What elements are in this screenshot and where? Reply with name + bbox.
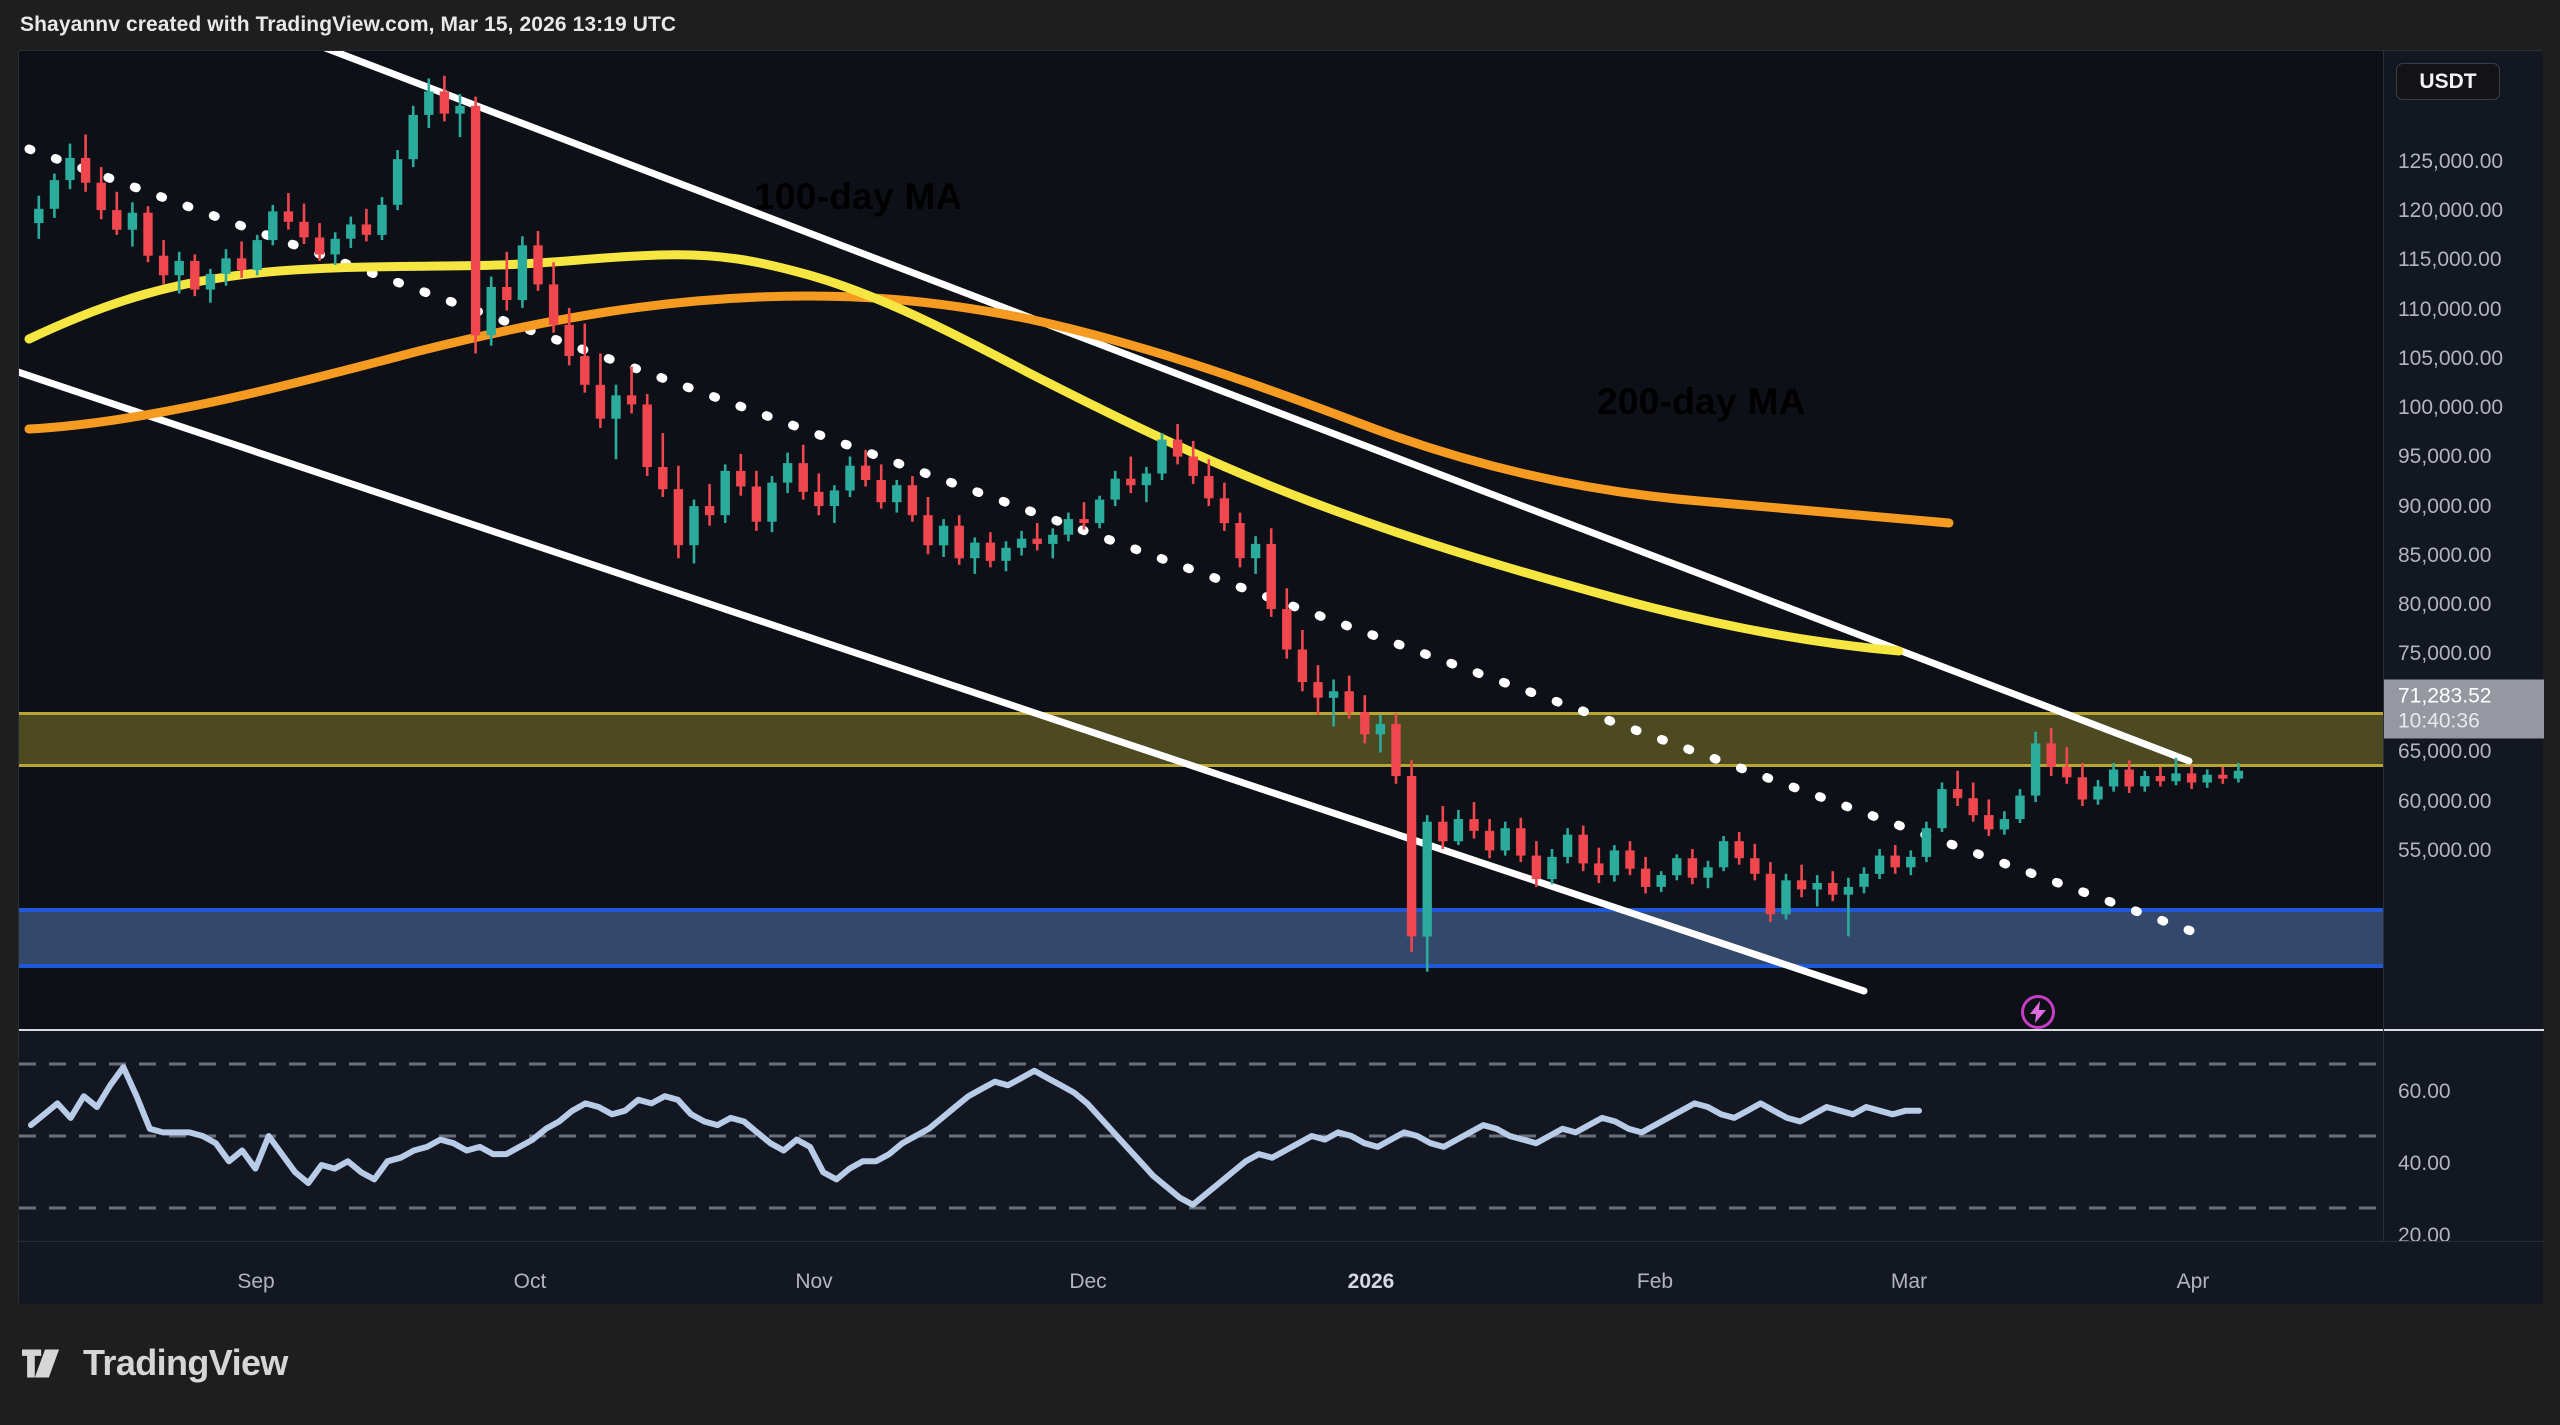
- price-tick: 95,000.00: [2398, 445, 2492, 468]
- time-axis-separator: [19, 1241, 2543, 1242]
- rsi-tick: 20.00: [2398, 1224, 2451, 1247]
- chart-frame: 100-day MA 200-day MA: [18, 50, 2544, 1304]
- price-tick: 125,000.00: [2398, 150, 2504, 173]
- tradingview-logo-text: TradingView: [83, 1342, 288, 1383]
- trend-channel-lines: [19, 51, 2193, 995]
- time-label-apr: Apr: [2176, 1270, 2210, 1293]
- price-tick: 105,000.00: [2398, 347, 2504, 370]
- dotted-trendline: [24, 144, 2196, 936]
- price-tick: 75,000.00: [2398, 642, 2492, 665]
- time-label-dec: Dec: [1069, 1270, 1107, 1293]
- price-pane[interactable]: 100-day MA 200-day MA: [19, 51, 2383, 1029]
- time-label-sep: Sep: [237, 1270, 275, 1293]
- time-axis[interactable]: Sep Oct Nov Dec 2026 Feb Mar Apr: [19, 1242, 2543, 1304]
- price-chart-svg: [19, 51, 2383, 995]
- resistance-zone: [19, 712, 2383, 767]
- chart-credit-text: Shayannv created with TradingView.com, M…: [20, 13, 677, 36]
- annotation-ma200: 200-day MA: [1597, 381, 1806, 422]
- current-price-tag[interactable]: 71,283.52 10:40:36: [2384, 679, 2544, 739]
- price-tick: 85,000.00: [2398, 544, 2492, 567]
- ma200-line: [24, 291, 1954, 528]
- rsi-guide-lines: [19, 1062, 2383, 1210]
- bar-countdown: 10:40:36: [2398, 709, 2480, 733]
- price-tick: 90,000.00: [2398, 495, 2492, 518]
- support-zone: [19, 908, 2383, 968]
- time-label-mar: Mar: [1890, 1270, 1928, 1293]
- rsi-tick: 60.00: [2398, 1080, 2451, 1103]
- price-tick: 80,000.00: [2398, 593, 2492, 616]
- price-tick: 60,000.00: [2398, 790, 2492, 813]
- current-price-value: 71,283.52: [2398, 684, 2492, 708]
- ma100-line: [24, 250, 1904, 656]
- axis-pane-separator: [2384, 1029, 2544, 1031]
- price-tick: 120,000.00: [2398, 199, 2504, 222]
- time-label-nov: Nov: [795, 1270, 833, 1293]
- price-tick: 115,000.00: [2398, 248, 2502, 271]
- rsi-line: [28, 1064, 1922, 1208]
- lightning-bolt-icon[interactable]: [2021, 995, 2055, 1029]
- price-axis[interactable]: USDT 125,000.00 120,000.00 115,000.00 11…: [2383, 51, 2544, 1247]
- rsi-pane[interactable]: [19, 1031, 2383, 1241]
- time-label-feb: Feb: [1636, 1270, 1674, 1293]
- tradingview-logo: TradingView: [22, 1342, 288, 1384]
- price-tick: 65,000.00: [2398, 740, 2492, 763]
- price-tick: 55,000.00: [2398, 839, 2492, 862]
- axis-time-separator: [2384, 1241, 2544, 1242]
- price-tick: 110,000.00: [2398, 298, 2502, 321]
- candlestick-series: [34, 75, 2244, 972]
- tradingview-logo-mark: [22, 1348, 60, 1378]
- currency-badge[interactable]: USDT: [2396, 63, 2500, 100]
- pane-separator: [19, 1029, 2543, 1031]
- time-label-2026: 2026: [1347, 1270, 1395, 1293]
- rsi-chart-svg: [19, 1062, 2383, 1210]
- rsi-tick: 40.00: [2398, 1152, 2451, 1175]
- annotation-ma100: 100-day MA: [754, 176, 963, 217]
- time-label-oct: Oct: [513, 1270, 547, 1293]
- price-tick: 100,000.00: [2398, 396, 2504, 419]
